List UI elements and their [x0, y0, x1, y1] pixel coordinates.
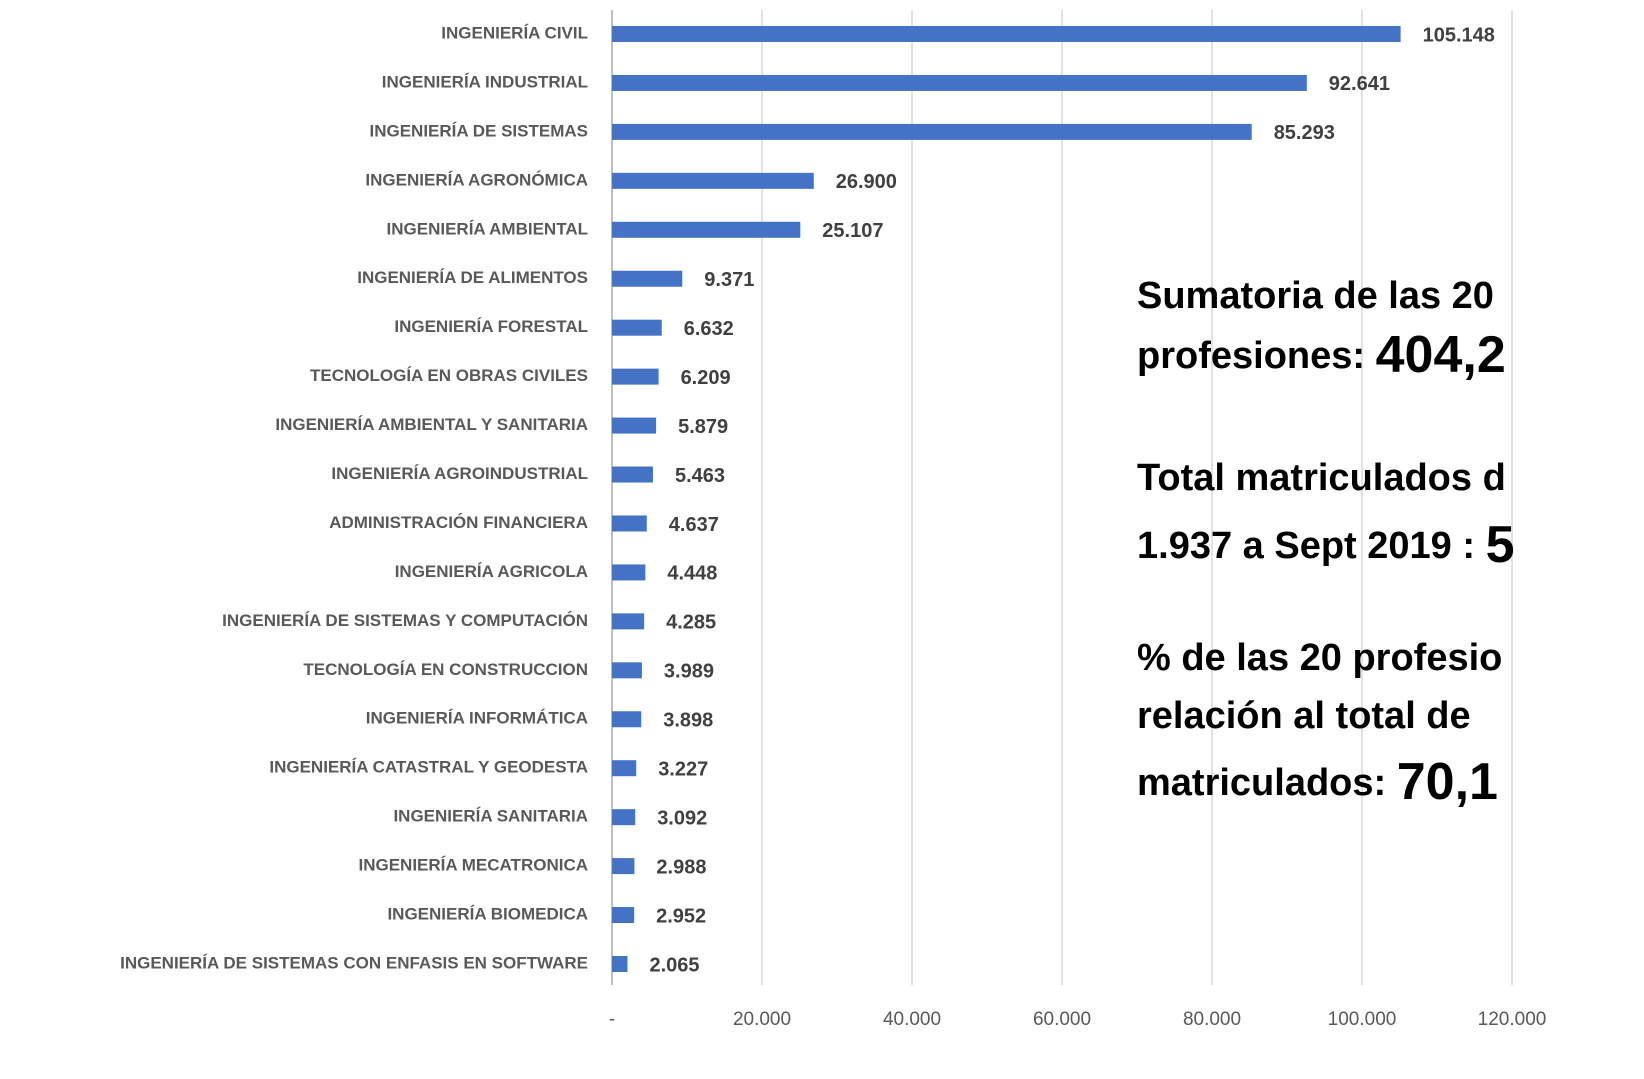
bar — [612, 662, 642, 679]
category-label: ADMINISTRACIÓN FINANCIERA — [329, 513, 588, 532]
value-label: 2.952 — [656, 905, 706, 927]
bar — [612, 26, 1401, 42]
category-label: INGENIERÍA SANITARIA — [393, 807, 588, 826]
value-label: 6.632 — [684, 318, 734, 340]
category-label: INGENIERÍA FORESTAL — [394, 317, 588, 336]
annotation-text: 1.937 a Sept 2019 : — [1137, 525, 1486, 567]
x-tick-label: 40.000 — [883, 1009, 941, 1030]
bar — [612, 417, 657, 434]
category-label: INGENIERÍA AGRONÓMICA — [365, 170, 588, 189]
x-tick-label: 20.000 — [733, 1009, 791, 1030]
category-label: TECNOLOGÍA EN OBRAS CIVILES — [310, 366, 588, 385]
category-label: TECNOLOGÍA EN CONSTRUCCION — [303, 660, 588, 679]
annotation-text: relación al total de — [1137, 695, 1471, 737]
bar — [612, 760, 637, 777]
category-label: INGENIERÍA DE ALIMENTOS — [357, 268, 588, 287]
annotation: Sumatoria de las 20 — [1137, 275, 1494, 317]
value-label: 3.227 — [658, 758, 708, 780]
annotation-emphasis: 5 — [1486, 516, 1515, 574]
value-label: 4.285 — [666, 612, 716, 634]
value-label: 3.989 — [664, 661, 714, 683]
annotation: 1.937 a Sept 2019 : 5 — [1137, 516, 1514, 574]
category-label: INGENIERÍA DE SISTEMAS CON ENFASIS EN SO… — [120, 953, 588, 972]
value-label: 85.293 — [1274, 122, 1335, 144]
bar — [612, 123, 1252, 140]
bar — [612, 368, 659, 385]
value-label: 9.371 — [704, 269, 754, 291]
category-label: INGENIERÍA CIVIL — [441, 23, 588, 42]
value-label: 92.641 — [1329, 73, 1390, 95]
annotation: relación al total de — [1137, 695, 1471, 737]
bar — [612, 172, 814, 189]
bar — [612, 564, 646, 581]
annotation-text: Sumatoria de las 20 — [1137, 275, 1494, 317]
annotation-text: Total matriculados d — [1137, 457, 1506, 499]
value-label: 4.637 — [669, 514, 719, 536]
value-label: 6.209 — [681, 367, 731, 389]
category-label: INGENIERÍA AMBIENTAL Y SANITARIA — [275, 415, 588, 434]
category-label: INGENIERÍA INFORMÁTICA — [366, 709, 588, 728]
annotation-emphasis: 70,1 — [1397, 753, 1498, 811]
category-label: INGENIERÍA MECATRONICA — [359, 856, 589, 875]
bar — [612, 74, 1307, 91]
x-tick-label: 100.000 — [1328, 1009, 1397, 1030]
bar — [612, 907, 635, 924]
annotation: profesiones: 404,2 — [1137, 326, 1506, 384]
annotation: % de las 20 profesio — [1137, 637, 1502, 679]
category-label: INGENIERÍA DE SISTEMAS Y COMPUTACIÓN — [222, 611, 588, 630]
category-label: INGENIERÍA INDUSTRIAL — [382, 72, 588, 91]
bar — [612, 809, 636, 826]
value-label: 3.092 — [657, 807, 707, 829]
category-label: INGENIERÍA CATASTRAL Y GEODESTA — [269, 758, 588, 777]
value-label: 25.107 — [822, 220, 883, 242]
bar — [612, 613, 645, 630]
annotation-text: profesiones: — [1137, 335, 1376, 377]
x-tick-label: 80.000 — [1183, 1009, 1241, 1030]
category-label: INGENIERÍA AGROINDUSTRIAL — [331, 464, 588, 483]
bar — [612, 270, 683, 287]
bar — [612, 711, 642, 728]
bar — [612, 221, 801, 238]
bar — [612, 319, 662, 336]
value-label: 26.900 — [836, 171, 897, 193]
bar — [612, 858, 635, 875]
value-label: 5.463 — [675, 465, 725, 487]
value-label: 105.148 — [1423, 24, 1495, 46]
value-label: 5.879 — [678, 416, 728, 438]
category-label: INGENIERÍA AGRICOLA — [395, 562, 588, 581]
category-label: INGENIERÍA DE SISTEMAS — [369, 121, 588, 140]
annotation-text: matriculados: — [1137, 762, 1397, 804]
value-label: 4.448 — [667, 563, 717, 585]
bar — [612, 515, 647, 532]
x-tick-label: - — [609, 1009, 615, 1030]
annotation: matriculados: 70,1 — [1137, 753, 1498, 811]
annotation: Total matriculados d — [1137, 457, 1506, 499]
value-label: 2.988 — [656, 856, 706, 878]
value-label: 2.065 — [649, 954, 699, 976]
annotation-text: % de las 20 profesio — [1137, 637, 1502, 679]
x-tick-label: 60.000 — [1033, 1009, 1091, 1030]
value-label: 3.898 — [663, 710, 713, 732]
category-label: INGENIERÍA BIOMEDICA — [387, 905, 588, 924]
category-label: INGENIERÍA AMBIENTAL — [387, 219, 588, 238]
annotation-emphasis: 404,2 — [1376, 326, 1506, 384]
bar — [612, 956, 628, 972]
x-tick-label: 120.000 — [1478, 1009, 1547, 1030]
bar — [612, 466, 653, 483]
